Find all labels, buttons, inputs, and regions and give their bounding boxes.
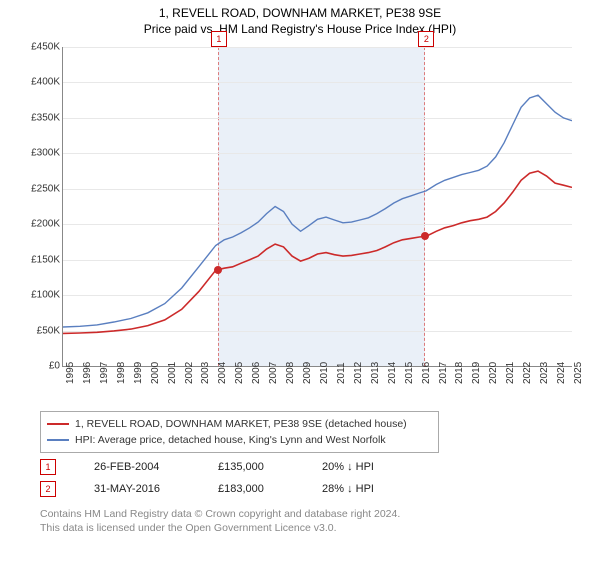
sale-price: £183,000	[218, 483, 288, 495]
title-subtitle: Price paid vs. HM Land Registry's House …	[0, 22, 600, 36]
sale-vs-hpi: 20% ↓ HPI	[322, 461, 374, 473]
legend-label: 1, REVELL ROAD, DOWNHAM MARKET, PE38 9SE…	[75, 416, 407, 432]
y-axis-label: £450K	[31, 42, 60, 53]
sale-marker-box: 2	[40, 481, 56, 497]
footer-line: Contains HM Land Registry data © Crown c…	[40, 507, 600, 521]
chart-marker-box: 2	[418, 31, 434, 47]
sale-marker-box: 1	[40, 459, 56, 475]
line-series-svg	[63, 47, 572, 366]
series-line-red	[63, 171, 572, 333]
sale-row: 2 31-MAY-2016 £183,000 28% ↓ HPI	[40, 481, 600, 497]
legend: 1, REVELL ROAD, DOWNHAM MARKET, PE38 9SE…	[40, 411, 439, 453]
sale-row: 1 26-FEB-2004 £135,000 20% ↓ HPI	[40, 459, 600, 475]
footer-attribution: Contains HM Land Registry data © Crown c…	[40, 507, 600, 535]
y-axis-label: £150K	[31, 254, 60, 265]
sale-vs-hpi: 28% ↓ HPI	[322, 483, 374, 495]
y-axis-label: £0	[49, 361, 60, 372]
y-axis-label: £400K	[31, 77, 60, 88]
plot-region: 12	[62, 47, 572, 367]
y-axis-label: £50K	[37, 325, 60, 336]
legend-swatch-red	[47, 423, 69, 425]
chart-container: 1, REVELL ROAD, DOWNHAM MARKET, PE38 9SE…	[0, 6, 600, 566]
x-axis-label: 2025	[573, 362, 584, 384]
y-axis-label: £300K	[31, 148, 60, 159]
chart-marker-box: 1	[211, 31, 227, 47]
footer-line: This data is licensed under the Open Gov…	[40, 521, 600, 535]
legend-item: 1, REVELL ROAD, DOWNHAM MARKET, PE38 9SE…	[47, 416, 432, 432]
legend-swatch-blue	[47, 439, 69, 441]
title-address: 1, REVELL ROAD, DOWNHAM MARKET, PE38 9SE	[0, 6, 600, 20]
y-axis-label: £200K	[31, 219, 60, 230]
y-axis-label: £350K	[31, 112, 60, 123]
legend-label: HPI: Average price, detached house, King…	[75, 432, 386, 448]
y-axis-label: £100K	[31, 290, 60, 301]
chart-area: 12 £0 £50K £100K £150K £200K £250K £300K £350K £…	[20, 42, 580, 407]
sale-price: £135,000	[218, 461, 288, 473]
sale-date: 26-FEB-2004	[94, 461, 184, 473]
sale-date: 31-MAY-2016	[94, 483, 184, 495]
legend-item: HPI: Average price, detached house, King…	[47, 432, 432, 448]
sale-point-dot	[214, 266, 222, 274]
y-axis-label: £250K	[31, 183, 60, 194]
sale-point-dot	[421, 232, 429, 240]
